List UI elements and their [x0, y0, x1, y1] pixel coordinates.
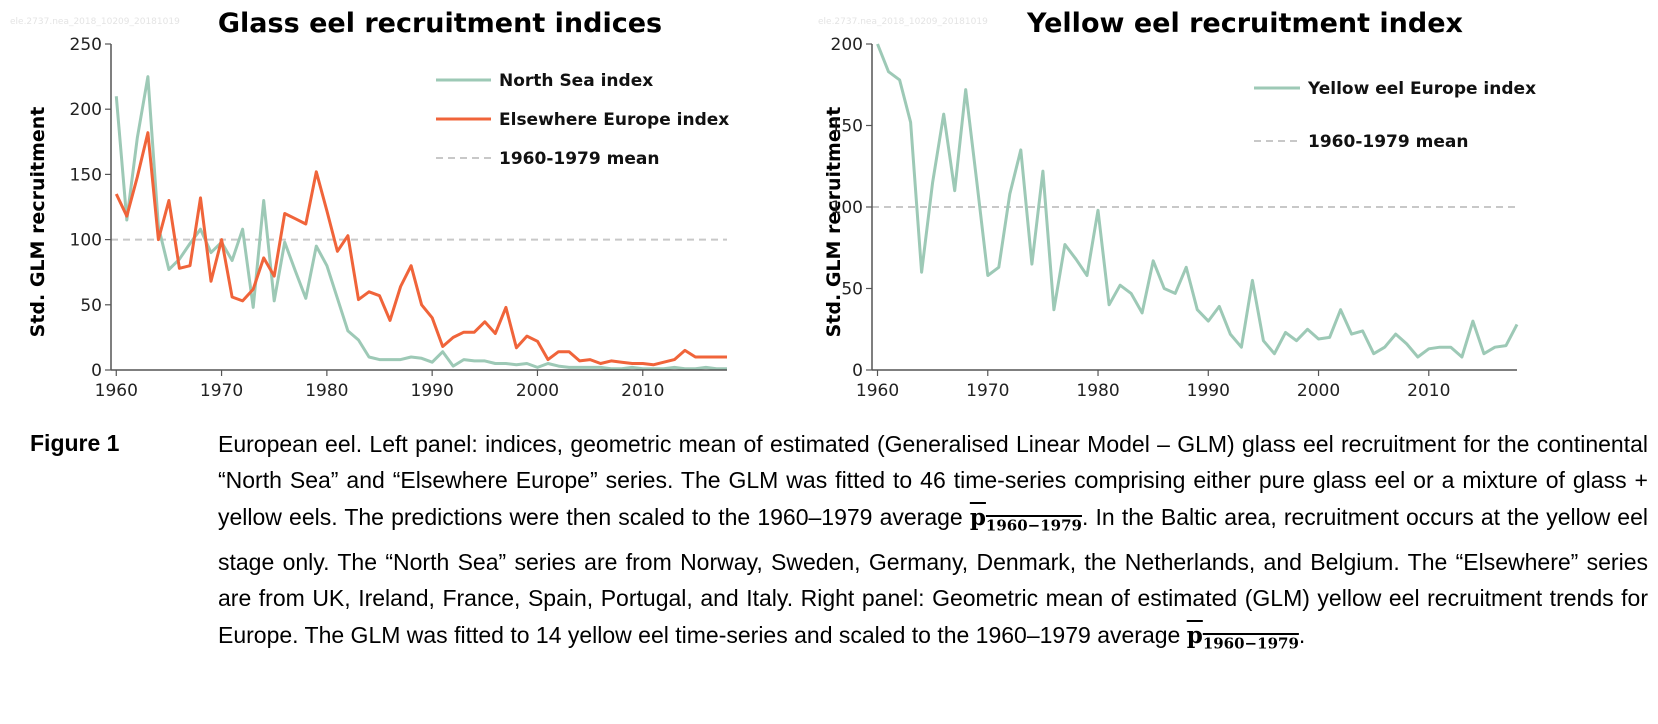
right-x-tick-label: 1960 [856, 381, 899, 401]
legend-label-yellow-eel: Yellow eel Europe index [1307, 79, 1536, 99]
right-panel: Yellow eel recruitment index Std. GLM re… [818, 8, 1536, 401]
left-y-tick-label: 200 [70, 100, 102, 120]
left-x-tick-label: 1960 [95, 381, 138, 401]
caption-part-2: . In the Baltic area, recruitment occurs… [218, 503, 1648, 648]
legend-label-elsewhere-europe: Elsewhere Europe index [499, 110, 729, 130]
caption-part-1: European eel. Left panel: indices, geome… [218, 431, 1648, 530]
p-bar-letter: p [1186, 621, 1203, 649]
right-y-tick-label: 50 [841, 280, 863, 300]
legend-label-mean: 1960-1979 mean [1308, 132, 1468, 152]
left-chart-title: Glass eel recruitment indices [218, 8, 662, 39]
left-series-line-north-sea [114, 75, 727, 371]
right-legend: Yellow eel Europe index 1960-1979 mean [1254, 79, 1536, 152]
right-chart-title: Yellow eel recruitment index [1026, 8, 1463, 39]
right-plot-area: 0 50 100 150 200 1960 1970 1980 1990 2000 2010 [831, 35, 1519, 401]
left-x-tick-label: 2000 [516, 381, 559, 401]
right-x-tick-label: 1990 [1187, 381, 1230, 401]
left-y-tick-label: 150 [70, 165, 102, 185]
left-series-line-elsewhere-europe [114, 131, 727, 367]
caption-part-3: . [1298, 621, 1306, 648]
figure-panels: Glass eel recruitment indices Std. GLM r… [10, 8, 1536, 401]
right-x-tick-label: 2010 [1407, 381, 1450, 401]
left-x-tick-label: 1980 [305, 381, 348, 401]
right-x-tick-label: 2000 [1297, 381, 1340, 401]
p-bar-letter: p [969, 503, 986, 531]
right-y-axis-label: Std. GLM recruitment [823, 107, 845, 338]
left-x-tick-label: 1970 [200, 381, 243, 401]
left-plot-area: 0 50 100 150 200 250 1960 1970 1980 1990 2000 2010 [70, 35, 727, 401]
left-watermark: ele.2737.nea_2018_10209_20181019 [10, 17, 180, 27]
right-series-line-yellow-eel-europe [876, 43, 1519, 359]
p-bar-subscript: 1960−1979 [985, 516, 1082, 535]
legend-label-north-sea: North Sea index [499, 71, 653, 91]
left-x-tick-label: 2010 [621, 381, 664, 401]
right-x-tick-label: 1970 [966, 381, 1009, 401]
left-y-tick-label: 0 [91, 361, 102, 381]
p-bar-symbol-2: p1960−1979 [1186, 621, 1299, 653]
right-y-tick-label: 0 [852, 361, 863, 381]
right-x-tick-label: 1980 [1076, 381, 1119, 401]
left-x-tick-label: 1990 [411, 381, 454, 401]
left-legend: North Sea index Elsewhere Europe index 1… [436, 71, 729, 169]
p-bar-symbol: p1960−1979 [969, 503, 1082, 535]
right-watermark: ele.2737.nea_2018_10209_20181019 [818, 17, 988, 27]
left-y-axis-label: Std. GLM recruitment [27, 107, 49, 338]
p-bar-subscript: 1960−1979 [1202, 634, 1299, 653]
left-y-tick-label: 100 [70, 231, 102, 251]
legend-label-mean: 1960-1979 mean [499, 149, 659, 169]
caption-text: European eel. Left panel: indices, geome… [218, 426, 1648, 662]
right-y-tick-label: 150 [831, 117, 863, 137]
left-panel: Glass eel recruitment indices Std. GLM r… [10, 8, 729, 401]
figure-label: Figure 1 [30, 430, 120, 456]
right-y-tick-label: 200 [831, 35, 863, 55]
left-y-tick-label: 50 [80, 296, 102, 316]
left-y-tick-label: 250 [70, 35, 102, 55]
right-y-tick-label: 100 [831, 198, 863, 218]
